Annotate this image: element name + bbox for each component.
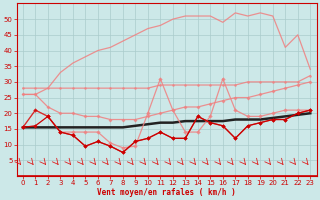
X-axis label: Vent moyen/en rafales ( km/h ): Vent moyen/en rafales ( km/h ) xyxy=(97,188,236,197)
